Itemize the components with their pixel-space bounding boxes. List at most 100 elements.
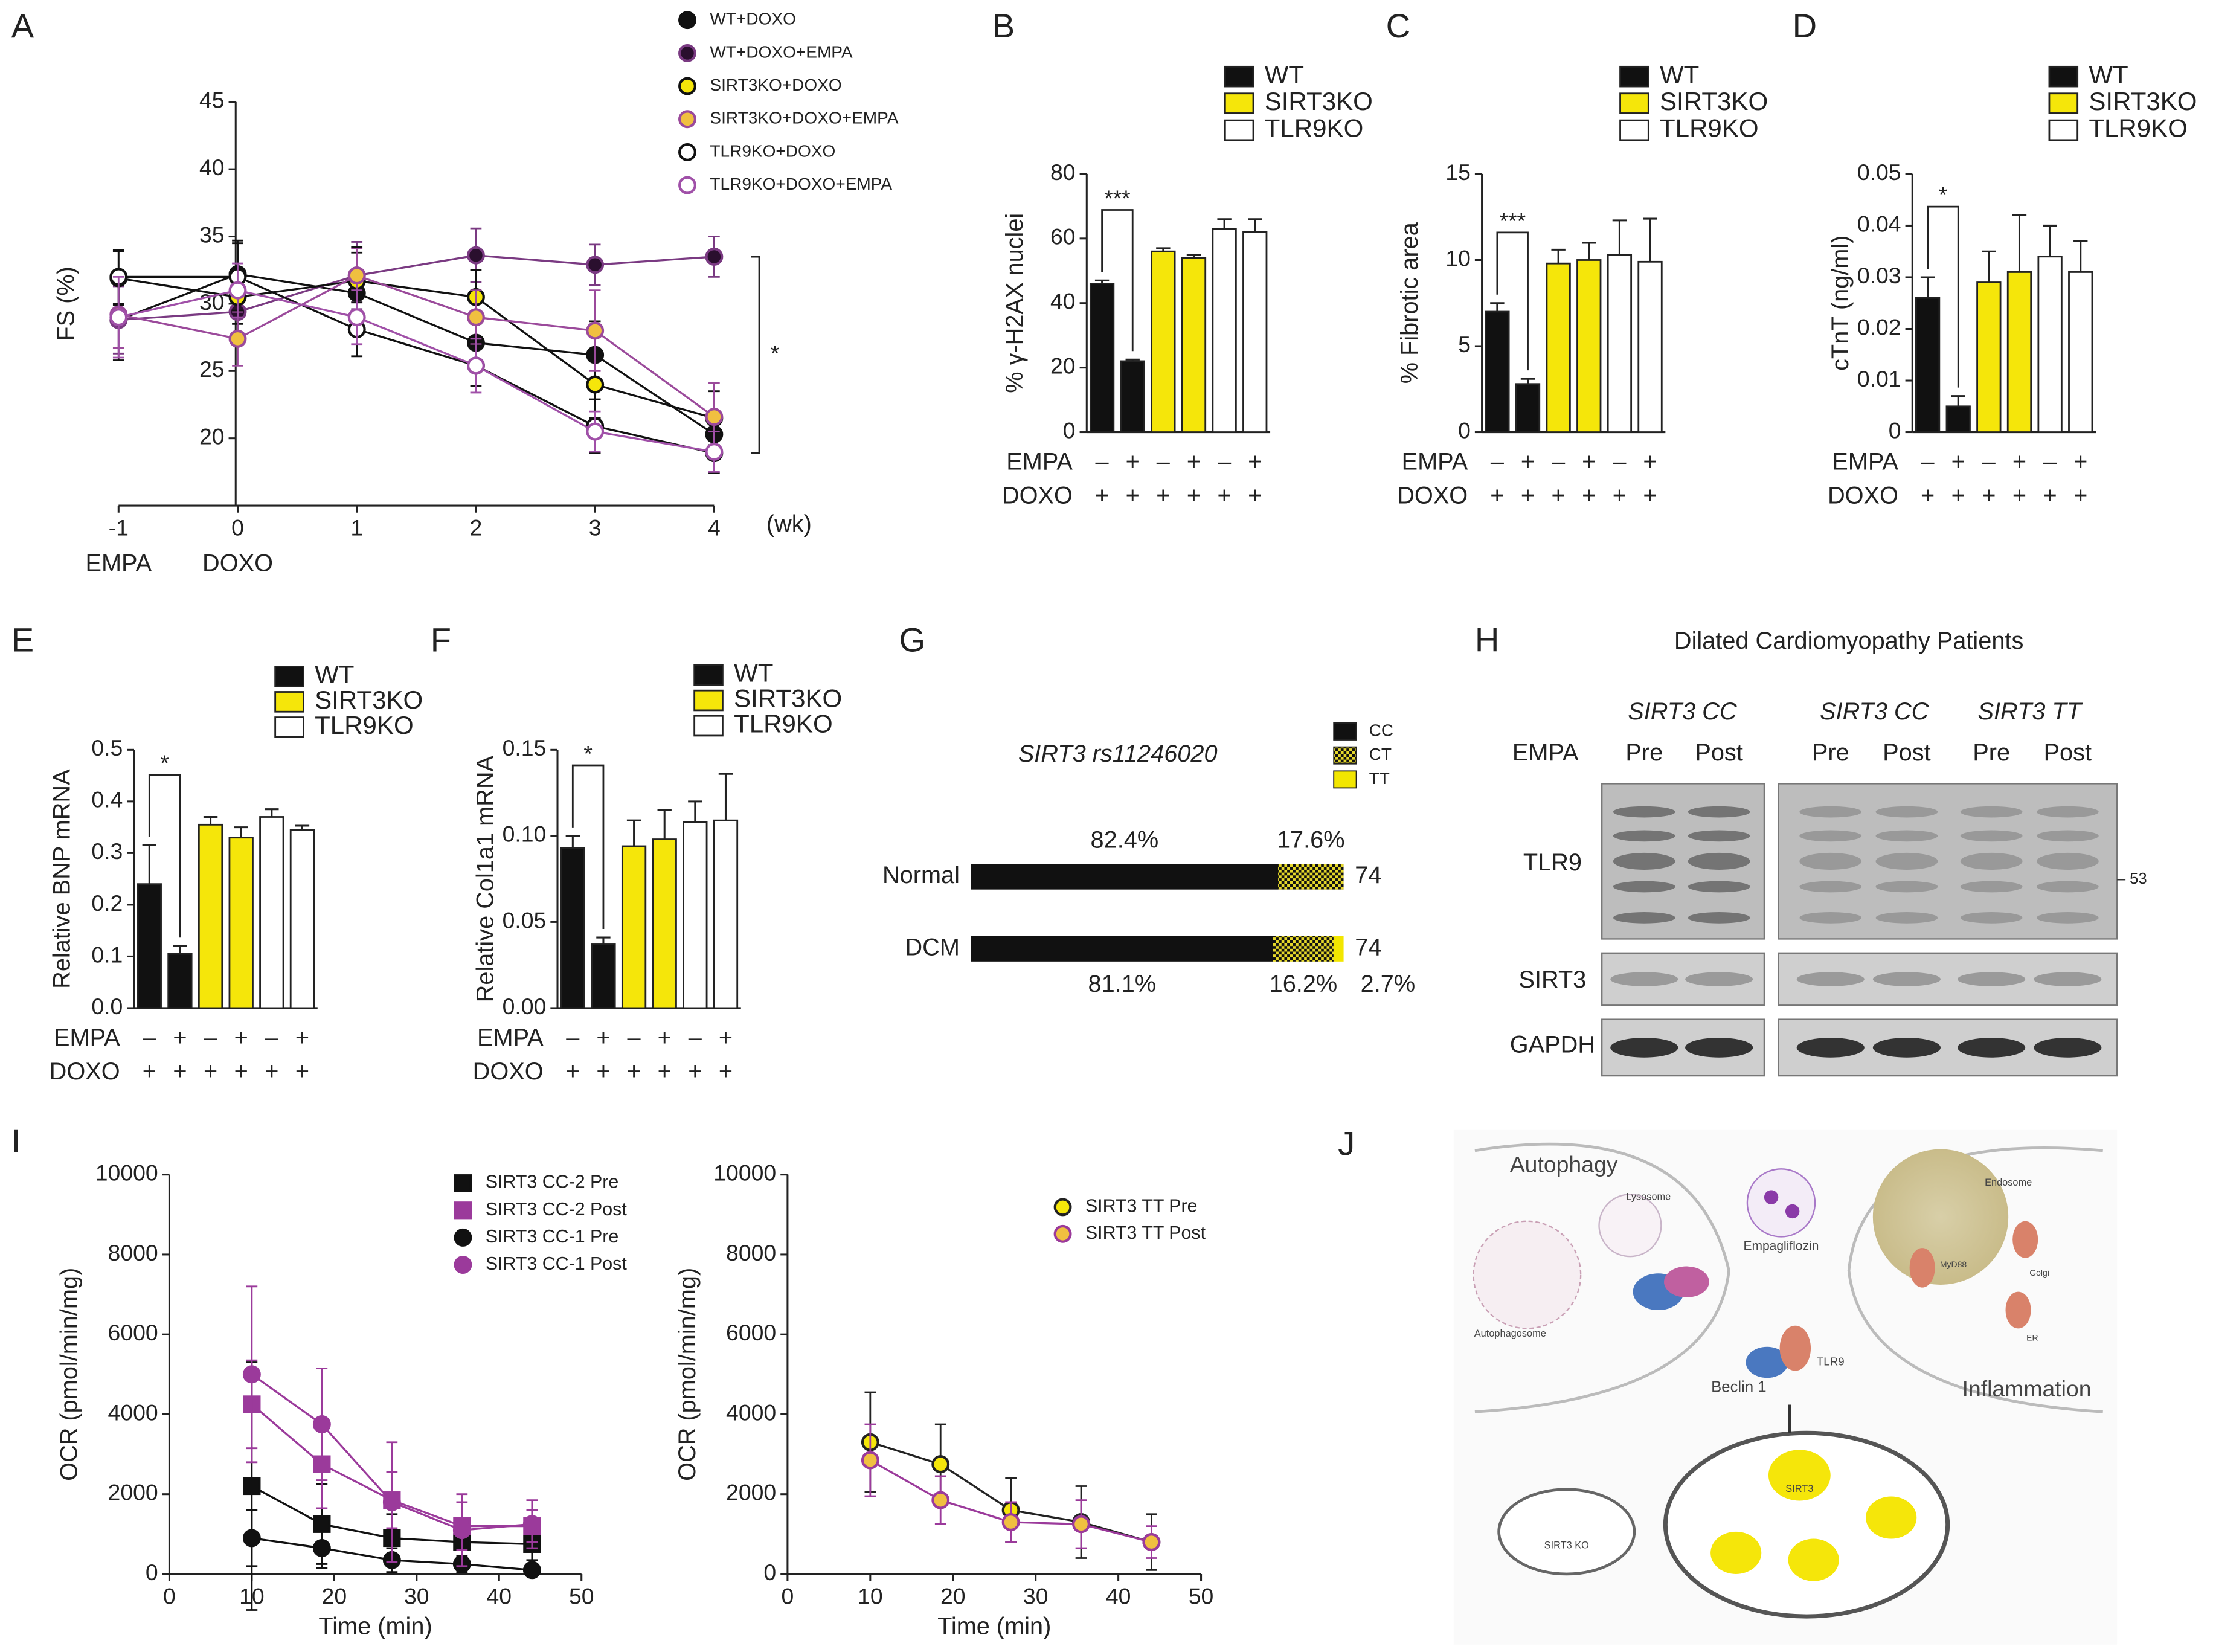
error-bar (1582, 242, 1596, 260)
blot-band (1613, 852, 1675, 870)
blot-band (1688, 806, 1750, 818)
autophagosome (1473, 1220, 1582, 1329)
y-tick-label: 60 (1050, 224, 1076, 249)
legend-label: SIRT3KO (1660, 87, 1768, 115)
row-value: – (689, 1024, 702, 1051)
error-bar (657, 809, 672, 840)
marker (522, 1515, 541, 1534)
y-tick-label: 0 (146, 1560, 158, 1585)
row-value: + (173, 1058, 187, 1085)
y-tick-label: 15 (1445, 159, 1471, 185)
error-bar (203, 815, 218, 825)
marker (312, 1415, 331, 1433)
x-tick-label: 40 (486, 1584, 512, 1609)
sirt3 (1768, 1450, 1831, 1501)
blot-band (1875, 830, 1938, 842)
significance-label: * (583, 741, 593, 767)
legend-label: WT+DOXO+EMPA (710, 42, 853, 61)
error-bar (1248, 218, 1262, 233)
row-value: + (1126, 448, 1140, 475)
bar (1120, 360, 1145, 433)
bar (198, 823, 223, 1009)
beclin (1746, 1346, 1788, 1378)
error-bar (565, 835, 580, 848)
row-value: + (688, 1058, 702, 1085)
bar (2037, 256, 2063, 433)
row-value: – (2043, 448, 2057, 475)
blot-lane: Post (1883, 739, 1930, 766)
blot-band (1688, 852, 1750, 870)
bar (289, 829, 315, 1009)
value-label: 82.4% (1091, 827, 1159, 853)
legend-label: TT (1369, 769, 1390, 788)
significance-bracket (1496, 231, 1529, 371)
diagram-label: SIRT3 KO (1544, 1540, 1589, 1551)
diagram-art (1453, 1129, 2118, 1645)
row-value: – (1491, 448, 1505, 475)
panel-label: D (1793, 7, 1817, 45)
blot-band (2034, 1038, 2102, 1058)
bar (1242, 231, 1268, 433)
row-value: + (658, 1024, 672, 1051)
significance-bracket (571, 764, 605, 930)
blot-lane: Pre (1812, 739, 1849, 766)
marker (109, 308, 128, 327)
bar (591, 943, 616, 1009)
bar (2006, 271, 2032, 433)
legend-label: SIRT3KO (734, 684, 842, 713)
error-bar (1920, 276, 1935, 298)
marker (931, 1455, 950, 1474)
row-value: + (1921, 483, 1935, 509)
y-tick-label: 10000 (95, 1160, 158, 1186)
significance-bracket (1101, 209, 1134, 352)
bar (167, 953, 193, 1009)
marker (228, 281, 247, 300)
y-axis-label: Relative BNP mRNA (49, 769, 75, 989)
sirt3 (1866, 1496, 1917, 1539)
legend-marker (678, 11, 696, 30)
endosome (1872, 1149, 2009, 1285)
row-value: + (265, 1058, 278, 1085)
error-bar (173, 945, 187, 954)
legend-label: WT (315, 660, 354, 689)
legend-swatch (1333, 722, 1357, 741)
x-tick-label: 50 (569, 1584, 594, 1609)
y-tick-label: 25 (199, 356, 225, 382)
blot-band (1613, 806, 1675, 818)
legend-label: TLR9KO (1265, 114, 1364, 143)
row-value: + (1521, 448, 1535, 475)
error-bar (142, 844, 156, 884)
blot-band (1799, 852, 1862, 870)
x-tick-label: 0 (163, 1584, 176, 1609)
y-tick-label: 10000 (713, 1160, 776, 1186)
panel-label: C (1386, 7, 1410, 45)
legend-swatch (1619, 65, 1649, 88)
legend-label: SIRT3KO+DOXO+EMPA (710, 109, 898, 127)
legend-swatch (693, 715, 724, 737)
panel-label: F (431, 621, 451, 659)
significance-label: * (160, 750, 169, 776)
row-value: + (1521, 483, 1535, 509)
bar (1212, 228, 1237, 433)
legend-label: WT (2089, 60, 2128, 89)
y-axis-label: Relative Col1a1 mRNA (472, 755, 499, 1002)
marker (1072, 1515, 1090, 1534)
panel-label: J (1338, 1125, 1355, 1163)
bar (228, 837, 254, 1009)
legend-marker (454, 1174, 472, 1192)
blot-protein: SIRT3 (1518, 966, 1586, 993)
marker (705, 408, 724, 426)
bar (560, 847, 585, 1009)
blot-band (1875, 881, 1938, 893)
blot-protein: GAPDH (1510, 1032, 1595, 1058)
row-value: + (2043, 483, 2057, 509)
sirt3 (1710, 1531, 1762, 1574)
diagram-label: Endosome (1985, 1177, 2032, 1188)
legend-swatch (1224, 65, 1254, 88)
row-value: – (1921, 448, 1935, 475)
row-value: – (628, 1024, 641, 1051)
y-tick-label: 8000 (108, 1240, 158, 1265)
row-value: + (2073, 483, 2087, 509)
diagram-label: Autophagosome (1474, 1328, 1546, 1339)
